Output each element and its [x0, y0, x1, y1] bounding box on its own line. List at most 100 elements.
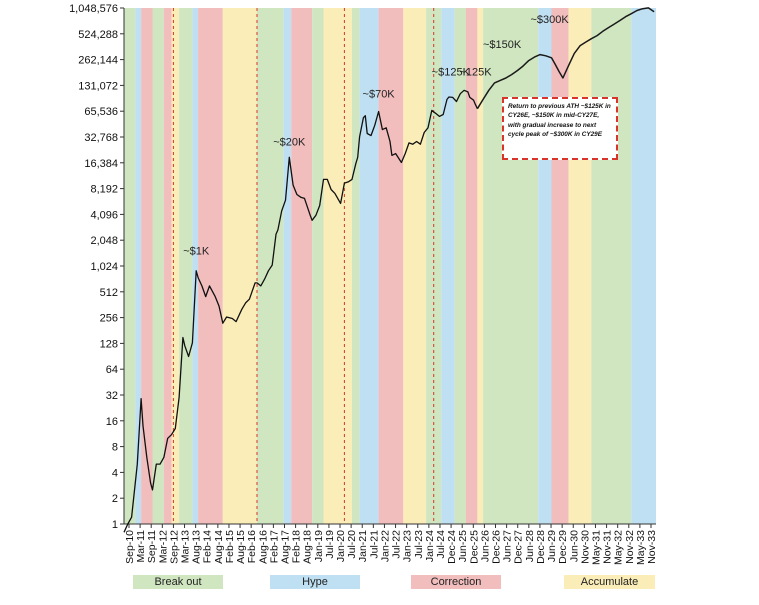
- x-tick-label: May-33: [635, 530, 647, 565]
- price-label: ~$70K: [363, 88, 396, 100]
- x-tick-label: Dec-28: [535, 530, 547, 564]
- y-tick-label: 1,024: [90, 261, 118, 273]
- phase-band-accumulate: [477, 8, 484, 524]
- x-tick-label: Aug-18: [302, 530, 314, 564]
- x-tick-label: May-31: [590, 530, 602, 565]
- y-tick-label: 32: [106, 390, 118, 402]
- axes: 1 2 4 8 16 32 64 128 256 512 1,024 2,048 4,096 8,192 1…: [69, 3, 658, 589]
- legend-label-break-out: Break out: [154, 576, 202, 588]
- y-tick-label: 512: [100, 287, 118, 299]
- y-tick-label: 262,144: [78, 55, 118, 67]
- phase-band-hype: [135, 8, 142, 524]
- x-tick-label: Jul-22: [391, 530, 403, 559]
- x-tick-label: Aug-17: [279, 530, 291, 564]
- price-label: ~125K: [459, 67, 492, 79]
- x-tick-label: Jun-28: [524, 530, 536, 562]
- x-tick-label: Jul-20: [346, 530, 358, 559]
- phase-band-accumulate: [403, 8, 427, 524]
- phase-band-break-out: [454, 8, 466, 524]
- phase-band-hype: [283, 8, 292, 524]
- series-lines: [123, 7, 655, 533]
- x-tick-label: Dec-25: [468, 530, 480, 564]
- x-tick-label: Aug-14: [213, 530, 225, 564]
- y-tick-label: 16,384: [84, 158, 118, 170]
- x-tick-label: Jun-27: [502, 530, 514, 562]
- legend-item-hype: Hype: [270, 575, 360, 589]
- y-tick-label: 2: [112, 493, 118, 505]
- x-tick-label: Nov-33: [646, 530, 658, 564]
- halving-lines: [172, 8, 435, 524]
- phase-band-correction: [466, 8, 478, 524]
- x-tick-label: Dec-24: [446, 530, 458, 564]
- legend-item-accumulate: Accumulate: [564, 575, 655, 589]
- x-tick-label: Feb-14: [202, 530, 214, 563]
- phase-band-correction: [198, 8, 223, 524]
- price-label: ~$125K: [432, 67, 471, 79]
- x-tick-label: Sep-12: [168, 530, 180, 564]
- series-line-projection: [476, 7, 655, 110]
- legend-swatch-hype: [270, 575, 360, 589]
- phase-band-accumulate: [171, 8, 180, 524]
- x-tick-label: Jan-24: [424, 530, 436, 562]
- legend-label-accumulate: Accumulate: [580, 576, 639, 588]
- y-tick-label: 8,192: [90, 184, 118, 196]
- y-tick-label: 4: [112, 467, 118, 479]
- phase-band-break-out: [483, 8, 539, 524]
- phase-band-hype: [538, 8, 552, 524]
- y-tick-label: 2,048: [90, 235, 118, 247]
- phase-band-break-out: [257, 8, 284, 524]
- phase-band-break-out: [179, 8, 193, 524]
- x-tick-label: Jan-21: [357, 530, 369, 562]
- phase-band-accumulate: [568, 8, 592, 524]
- x-tick-label: Feb-16: [246, 530, 258, 563]
- legend-item-correction: Correction: [411, 575, 501, 589]
- phase-band-break-out: [591, 8, 632, 524]
- y-tick-label: 256: [100, 313, 118, 325]
- phase-bands: [124, 8, 656, 524]
- y-tick-label: 4,096: [90, 209, 118, 221]
- x-tick-label: Jan-22: [379, 530, 391, 562]
- phase-band-hype: [192, 8, 199, 524]
- y-tick-label: 8: [112, 442, 118, 454]
- price-label: ~$20K: [273, 137, 306, 149]
- legend-label-hype: Hype: [302, 576, 328, 588]
- y-tick-label: 131,072: [78, 80, 118, 92]
- x-tick-label: Feb-18: [291, 530, 303, 563]
- x-tick-label: May-32: [613, 530, 625, 565]
- price-label: ~$300K: [530, 14, 569, 26]
- y-tick-label: 128: [100, 338, 118, 350]
- x-tick-label: Jun-30: [568, 530, 580, 562]
- y-tick-label: 16: [106, 416, 118, 428]
- phase-band-break-out: [124, 8, 136, 524]
- x-tick-label: Jan-20: [335, 530, 347, 562]
- phase-band-break-out: [312, 8, 324, 524]
- annotation-text: Return to previous ATH ~$125K in CY26E, …: [508, 103, 611, 138]
- phase-band-accumulate: [323, 8, 352, 524]
- series-line-historical: [123, 89, 478, 533]
- x-tick-label: Jul-24: [435, 530, 447, 559]
- y-tick-label: 64: [106, 364, 118, 376]
- x-tick-label: Jul-21: [368, 530, 380, 559]
- phase-band-break-out: [352, 8, 360, 524]
- phase-band-correction: [378, 8, 404, 524]
- price-label: ~$1K: [183, 245, 210, 257]
- x-tick-label: Jul-19: [324, 530, 336, 559]
- x-tick-label: Aug-16: [257, 530, 269, 564]
- x-tick-label: Dec-26: [491, 530, 503, 564]
- x-tick-label: Feb-17: [268, 530, 280, 563]
- x-tick-label: Dec-29: [557, 530, 569, 564]
- legend-swatch-accumulate: [564, 575, 655, 589]
- x-tick-label: Jul-23: [413, 530, 425, 559]
- x-tick-label: Nov-30: [579, 530, 591, 564]
- x-tick-label: Jan-19: [313, 530, 325, 562]
- x-tick-label: Nov-31: [602, 530, 614, 564]
- x-tick-label: Jun-29: [546, 530, 558, 562]
- annotation-box: Return to previous ATH ~$125K in CY26E, …: [502, 97, 618, 160]
- phase-band-hype: [631, 8, 656, 524]
- y-tick-label: 65,536: [84, 106, 118, 118]
- phase-band-accumulate: [222, 8, 257, 524]
- x-tick-label: Jan-23: [402, 530, 414, 562]
- x-tick-label: Feb-15: [224, 530, 236, 563]
